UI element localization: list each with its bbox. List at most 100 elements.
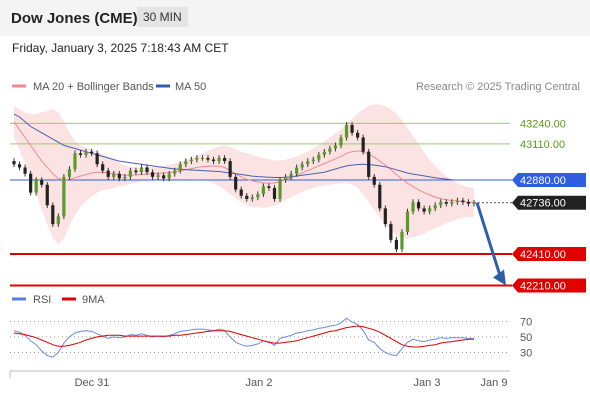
interval-button[interactable]: 30 MIN (137, 7, 188, 27)
candle-body (206, 157, 210, 160)
candle-body (184, 161, 188, 165)
candle-body (295, 167, 299, 174)
candle-body (311, 159, 315, 162)
chart-header: Dow Jones (CME) 30 MIN (0, 0, 590, 36)
instrument-title: Dow Jones (CME) (11, 10, 138, 27)
rsi-ma-legend-label: 9MA (82, 294, 105, 306)
candle-body (267, 186, 271, 188)
candle-body (156, 175, 160, 177)
candle-body (422, 208, 426, 212)
candle-body (450, 202, 454, 204)
candle-body (339, 137, 343, 146)
support-price-tag-5 (512, 278, 586, 293)
candle-body (150, 172, 155, 177)
rsi-line (13, 317, 474, 358)
candle-body (289, 173, 293, 177)
candle-body (444, 202, 448, 204)
research-credit: Research © 2025 Trading Central (416, 81, 580, 93)
candle-body (123, 176, 127, 179)
candle-body (106, 170, 110, 177)
candle-body (394, 239, 399, 250)
candle-body (139, 167, 144, 173)
candle-body (256, 194, 260, 198)
candle-body (411, 202, 415, 212)
candle-body (211, 159, 216, 162)
candle-body (134, 170, 138, 173)
candle-body (162, 175, 166, 179)
rsi-tick-50: 50 (520, 332, 532, 344)
ma50-legend-label: MA 50 (175, 81, 206, 93)
last-price-label: 42736.00 (520, 198, 566, 210)
candle-body (51, 205, 55, 225)
candle-body (472, 202, 476, 204)
candle-body (234, 176, 238, 190)
candle-body (367, 151, 371, 177)
rsi-tick-70: 70 (520, 316, 532, 328)
candle-body (416, 202, 421, 209)
candle-body (322, 151, 326, 155)
candle-body (317, 154, 321, 160)
candle-body (278, 180, 282, 199)
candle-body (189, 159, 193, 162)
candle-body (117, 173, 121, 179)
candle-body (356, 132, 360, 138)
candle-body (439, 202, 443, 206)
candle-body (101, 164, 105, 171)
candle-body (300, 164, 304, 168)
candle-body (167, 173, 171, 179)
timestamp: Friday, January 3, 2025 7:18:43 AM CET (12, 41, 229, 55)
candle-body (283, 176, 288, 181)
candle-body (239, 189, 243, 196)
candle-body (29, 173, 33, 193)
candle-body (173, 170, 177, 174)
resistance-label-0: 43240.00 (520, 118, 566, 130)
rsi-ma-line (13, 325, 474, 348)
support-label-5: 42210.00 (520, 281, 566, 293)
candle-body (261, 186, 265, 195)
candle-body (195, 157, 199, 160)
candle-body (223, 157, 227, 162)
rsi-tick-30: 30 (520, 347, 532, 359)
candle-body (217, 157, 221, 162)
resistance-label-1: 43110.00 (520, 139, 565, 151)
candle-body (45, 184, 49, 206)
candle-body (23, 167, 27, 174)
candle-body (272, 187, 277, 199)
candle-body (405, 211, 410, 233)
candle-body (78, 153, 83, 155)
x-tick-label: Dec 31 (75, 377, 110, 389)
candle-body (228, 161, 232, 177)
candle-body (361, 137, 365, 152)
candle-body (306, 161, 310, 165)
pivot-price-tag (512, 173, 586, 188)
candle-body (67, 169, 72, 177)
candle-body (350, 124, 354, 133)
support-label-4: 42410.00 (520, 249, 566, 261)
candle-body (34, 180, 38, 193)
candle-body (112, 173, 116, 177)
candle-body (12, 161, 16, 165)
candle-body (461, 200, 465, 203)
candle-body (389, 224, 393, 240)
candle-body (250, 197, 254, 199)
candle-body (372, 176, 376, 185)
candle-body (333, 145, 338, 149)
candle-body (145, 167, 149, 173)
candle-body (178, 164, 182, 171)
forecast-arrow-shaft (475, 202, 502, 277)
candle-body (84, 151, 88, 155)
candle-body (200, 157, 205, 159)
candle-body (73, 153, 77, 170)
candle-body (89, 151, 94, 154)
candle-body (56, 216, 60, 225)
candle-body (383, 208, 387, 225)
candle-body (400, 232, 404, 250)
candle-body (40, 180, 44, 185)
candle-body (95, 153, 99, 165)
support-price-tag-4 (512, 247, 586, 262)
candle-body (433, 205, 437, 209)
candle-body (17, 164, 22, 168)
candle-body (245, 195, 249, 199)
candle-body (62, 176, 66, 217)
candle-body (128, 170, 132, 177)
